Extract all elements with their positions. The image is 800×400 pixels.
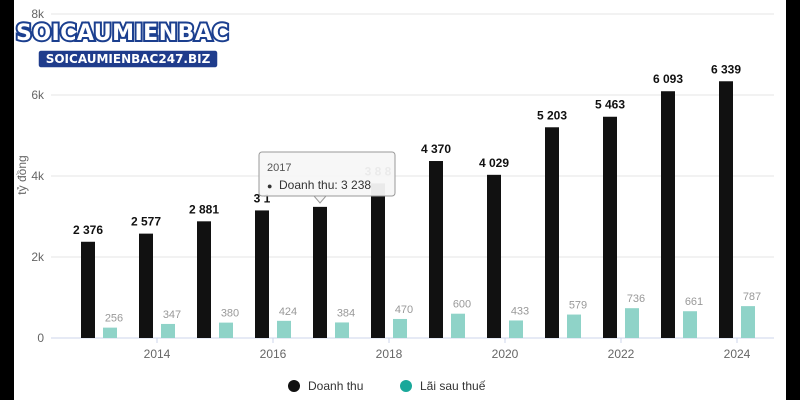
legend-label-lai-sau-thue: Lãi sau thuế [420, 379, 486, 393]
watermark-logo: SOICAUMIENBAC SOICAUMIENBAC247.BIZ [14, 19, 231, 69]
bars [81, 81, 755, 339]
legend-item-doanh-thu[interactable]: Doanh thu [288, 379, 363, 393]
bar-doanh-thu-2024 [719, 81, 733, 338]
bar-lai-sau-thue-2019 [451, 313, 465, 338]
tooltip-bullet: ● [267, 181, 272, 191]
label-lai-sau-thue-2024: 787 [743, 291, 761, 303]
bar-doanh-thu-2022 [603, 116, 617, 338]
tooltip-header: 2017 [267, 162, 291, 174]
label-doanh-thu-2021: 5 203 [537, 108, 567, 122]
bar-lai-sau-thue-2017 [335, 322, 349, 338]
label-doanh-thu-2023: 6 093 [653, 72, 683, 86]
label-lai-sau-thue-2019: 600 [453, 299, 471, 311]
legend: Doanh thu Lãi sau thuế [288, 379, 486, 393]
label-lai-sau-thue-2022: 736 [627, 293, 645, 305]
bar-lai-sau-thue-2014 [161, 323, 175, 338]
y-tick-label-1: 2k [31, 250, 45, 264]
logo-sub-badge [37, 49, 219, 69]
label-doanh-thu-2022: 5 463 [595, 98, 625, 112]
bar-doanh-thu-2018 [371, 183, 385, 338]
tooltip-pointer [312, 195, 328, 204]
label-doanh-thu-2020: 4 029 [479, 156, 509, 170]
label-lai-sau-thue-2018: 470 [395, 304, 413, 316]
bar-lai-sau-thue-2015 [219, 322, 233, 338]
legend-symbol-doanh-thu [288, 380, 300, 392]
label-lai-sau-thue-2023: 661 [685, 296, 703, 308]
tooltip: 2017 ● Doanh thu: 3 238 [258, 151, 396, 204]
y-tick-label-3: 6k [31, 88, 45, 102]
bar-lai-sau-thue-2016 [277, 320, 291, 338]
label-doanh-thu-2024: 6 339 [711, 62, 741, 76]
logo-sub-text: SOICAUMIENBAC247.BIZ [46, 52, 211, 66]
label-lai-sau-thue-2016: 424 [279, 306, 297, 318]
label-doanh-thu-2013: 2 376 [73, 223, 103, 237]
legend-symbol-lai-sau-thue [400, 380, 412, 392]
tooltip-box [258, 151, 396, 197]
bar-lai-sau-thue-2020 [509, 320, 523, 338]
label-doanh-thu-2019: 4 370 [421, 142, 451, 156]
bar-doanh-thu-2020 [487, 174, 501, 338]
bar-lai-sau-thue-2013 [103, 327, 117, 338]
gridlines [51, 13, 774, 258]
label-lai-sau-thue-2020: 433 [511, 305, 529, 317]
bar-lai-sau-thue-2018 [393, 318, 407, 338]
bar-doanh-thu-2021 [545, 127, 559, 338]
y-axis-label: tỷ đồng [15, 155, 29, 194]
y-axis: 0 2k 4k 6k 8k [31, 7, 45, 345]
bar-doanh-thu-2015 [197, 221, 211, 338]
label-lai-sau-thue-2014: 347 [163, 309, 181, 321]
x-axis: 2014 2016 2018 2020 2022 2024 [144, 338, 751, 361]
chart-frame: 0 2k 4k 6k 8k tỷ đồng 2014 2016 2018 2020 2022 20… [14, 0, 786, 400]
label-lai-sau-thue-2021: 579 [569, 300, 587, 312]
label-lai-sau-thue-2017: 384 [337, 307, 355, 319]
bar-lai-sau-thue-2023 [683, 311, 697, 338]
legend-item-lai-sau-thue[interactable]: Lãi sau thuế [400, 379, 486, 393]
tooltip-value: Doanh thu: 3 238 [279, 178, 371, 192]
bar-lai-sau-thue-2024 [741, 306, 755, 338]
bar-doanh-thu-2017 [313, 206, 327, 338]
y-tick-label-4: 8k [31, 7, 45, 21]
x-tick-label-2: 2018 [376, 347, 403, 361]
label-lai-sau-thue-2015: 380 [221, 308, 239, 320]
bar-doanh-thu-2016 [255, 210, 269, 338]
bar-doanh-thu-2014 [139, 233, 153, 338]
x-tick-label-5: 2024 [724, 347, 751, 361]
x-tick-label-1: 2016 [260, 347, 287, 361]
bar-doanh-thu-2019 [429, 161, 443, 338]
bar-lai-sau-thue-2022 [625, 308, 639, 338]
label-doanh-thu-2015: 2 881 [189, 202, 219, 216]
x-tick-label-4: 2022 [608, 347, 635, 361]
y-tick-label-2: 4k [31, 169, 45, 183]
legend-label-doanh-thu: Doanh thu [308, 379, 363, 393]
bar-lai-sau-thue-2021 [567, 314, 581, 338]
x-tick-label-3: 2020 [492, 347, 519, 361]
y-tick-label-0: 0 [37, 331, 44, 345]
label-lai-sau-thue-2013: 256 [105, 313, 123, 325]
label-doanh-thu-2014: 2 577 [131, 215, 161, 229]
x-tick-label-0: 2014 [144, 347, 171, 361]
bar-doanh-thu-2013 [81, 241, 95, 338]
bar-doanh-thu-2023 [661, 91, 675, 339]
logo-main-text: SOICAUMIENBAC [16, 21, 229, 46]
